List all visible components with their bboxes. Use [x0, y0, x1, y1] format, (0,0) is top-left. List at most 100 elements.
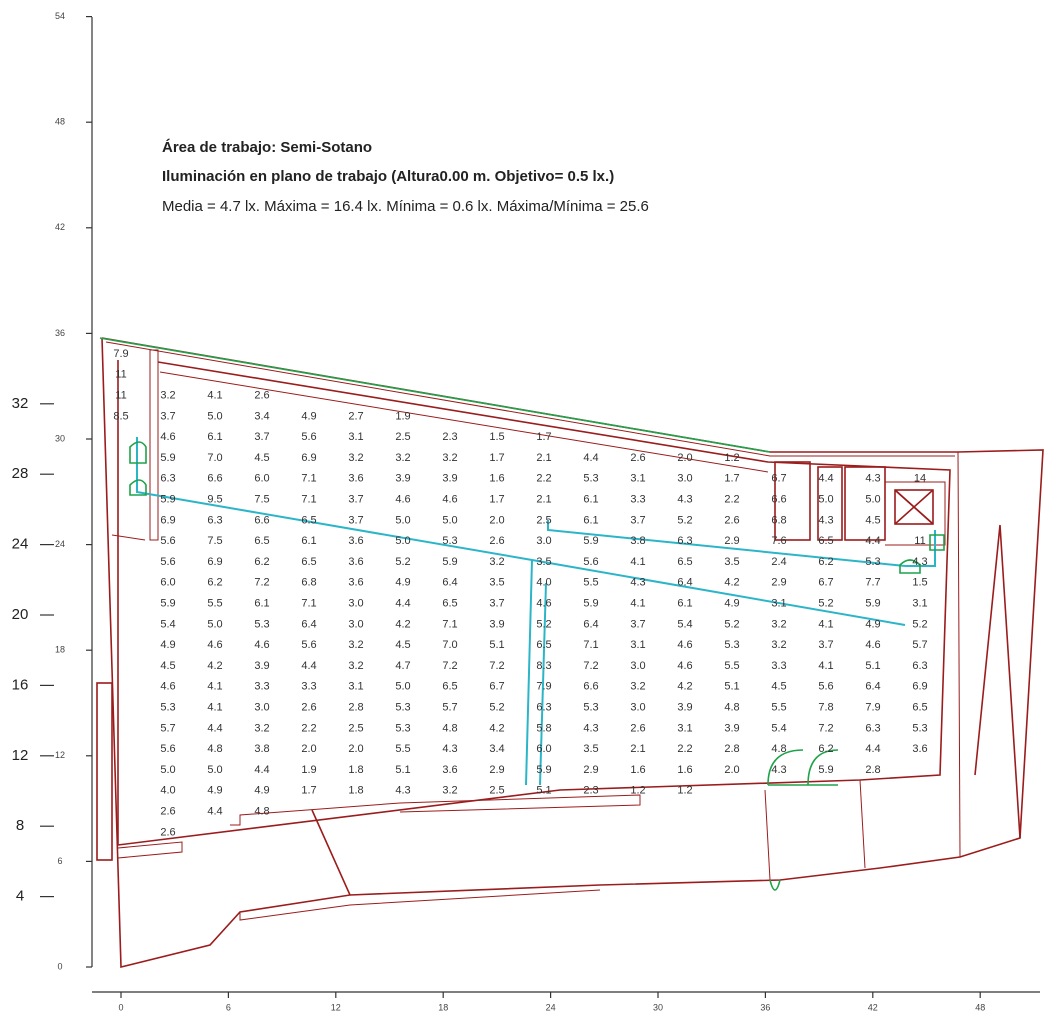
illuminance-value: 6.9	[301, 452, 316, 464]
illuminance-value: 1.6	[677, 764, 692, 776]
illuminance-value: 1.8	[348, 785, 363, 797]
x-tick-label: 36	[760, 1002, 770, 1012]
y-tick-label: 0	[57, 961, 62, 971]
illuminance-value: 2.1	[536, 494, 551, 506]
illuminance-value: 6.4	[865, 681, 880, 693]
illuminance-value: 3.7	[630, 618, 645, 630]
illuminance-value: 3.1	[912, 598, 927, 610]
y-tick-label: 54	[55, 11, 65, 21]
illuminance-value: 3.2	[348, 639, 363, 651]
illuminance-value: 4.8	[724, 702, 739, 714]
illuminance-value: 4.3	[395, 785, 410, 797]
illuminance-value: 3.3	[301, 681, 316, 693]
illuminance-value: 14	[914, 473, 926, 485]
illuminance-value: 6.3	[207, 514, 222, 526]
illuminance-value: 4.2	[677, 681, 692, 693]
illuminance-value: 4.2	[395, 618, 410, 630]
illuminance-value: 6.4	[442, 577, 457, 589]
illuminance-value: 6.2	[818, 743, 833, 755]
illuminance-value: 4.3	[677, 494, 692, 506]
illuminance-value: 7.2	[489, 660, 504, 672]
illuminance-value: 3.7	[348, 494, 363, 506]
illuminance-value: 3.2	[348, 660, 363, 672]
illuminance-value: 3.5	[724, 556, 739, 568]
illuminance-value: 4.1	[207, 702, 222, 714]
illuminance-value: 3.0	[677, 473, 692, 485]
illuminance-value: 5.2	[536, 618, 551, 630]
illuminance-value: 1.7	[489, 452, 504, 464]
illuminance-value: 11	[914, 535, 925, 547]
illuminance-value: 3.9	[724, 722, 739, 734]
illuminance-value: 4.3	[771, 764, 786, 776]
illuminance-value: 4.8	[771, 743, 786, 755]
illuminance-value: 4.9	[254, 785, 269, 797]
illuminance-value: 5.0	[818, 494, 833, 506]
illuminance-value: 1.9	[395, 410, 410, 422]
illuminance-value: 3.5	[489, 577, 504, 589]
illuminance-value: 1.5	[912, 577, 927, 589]
illuminance-value: 6.5	[912, 702, 927, 714]
illuminance-value: 5.4	[677, 618, 692, 630]
illuminance-value: 7.1	[583, 639, 598, 651]
illuminance-value: 3.2	[630, 681, 645, 693]
illuminance-value: 5.1	[395, 764, 410, 776]
illuminance-value: 5.5	[724, 660, 739, 672]
illuminance-value: 6.7	[489, 681, 504, 693]
illuminance-value: 7.5	[207, 535, 222, 547]
illuminance-value: 4.6	[254, 639, 269, 651]
illuminance-value: 5.3	[254, 618, 269, 630]
illuminance-value: 4.6	[442, 494, 457, 506]
illuminance-value: 5.1	[865, 660, 880, 672]
illuminance-value: 6.5	[301, 556, 316, 568]
illuminance-value: 1.7	[489, 494, 504, 506]
illuminance-value: 1.2	[630, 785, 645, 797]
illuminance-value: 6.2	[254, 556, 269, 568]
illuminance-value: 5.0	[160, 764, 175, 776]
illuminance-value: 2.6	[160, 806, 175, 818]
illuminance-value: 4.4	[865, 743, 880, 755]
illuminance-value: 7.1	[301, 598, 316, 610]
illuminance-value: 3.1	[630, 639, 645, 651]
illuminance-value: 7.2	[583, 660, 598, 672]
illuminance-value: 6.3	[536, 702, 551, 714]
illuminance-value: 1.2	[677, 785, 692, 797]
illuminance-value: 5.9	[536, 764, 551, 776]
illuminance-value: 7.1	[301, 473, 316, 485]
illuminance-value: 4.3	[865, 473, 880, 485]
illuminance-value: 2.6	[301, 702, 316, 714]
illuminance-value: 6.3	[160, 473, 175, 485]
stats-line: Media = 4.7 lx. Máxima = 16.4 lx. Mínima…	[162, 198, 649, 215]
illuminance-value: 4.6	[677, 660, 692, 672]
illuminance-value: 2.3	[583, 785, 598, 797]
illuminance-value: 4.0	[160, 785, 175, 797]
illuminance-value: 5.3	[865, 556, 880, 568]
illuminance-value: 4.8	[207, 743, 222, 755]
illuminance-value: 5.1	[724, 681, 739, 693]
illuminance-value: 3.2	[395, 452, 410, 464]
illuminance-value: 4.2	[207, 660, 222, 672]
illuminance-value: 6.5	[536, 639, 551, 651]
x-tick-label: 48	[975, 1002, 985, 1012]
illuminance-value: 6.0	[254, 473, 269, 485]
illuminance-value: 5.9	[583, 598, 598, 610]
illuminance-value: 5.6	[160, 535, 175, 547]
illuminance-value: 2.2	[724, 494, 739, 506]
illuminance-value: 1.9	[301, 764, 316, 776]
illuminance-value: 5.5	[583, 577, 598, 589]
y-major-tick-label: 20	[12, 606, 29, 623]
illuminance-value: 3.1	[630, 473, 645, 485]
illuminance-value: 3.2	[348, 452, 363, 464]
illuminance-value: 4.1	[630, 598, 645, 610]
y-major-tick-label: 16	[12, 676, 29, 693]
illuminance-value: 3.6	[912, 743, 927, 755]
illuminance-value: 2.5	[348, 722, 363, 734]
illuminance-value: 1.8	[348, 764, 363, 776]
illuminance-value: 4.5	[771, 681, 786, 693]
illuminance-value: 1.7	[301, 785, 316, 797]
illuminance-value: 3.8	[254, 743, 269, 755]
illuminance-value: 2.7	[348, 410, 363, 422]
illuminance-value: 2.2	[677, 743, 692, 755]
illuminance-value: 11	[115, 369, 126, 381]
illuminance-value: 1.6	[630, 764, 645, 776]
illuminance-value: 5.2	[724, 618, 739, 630]
